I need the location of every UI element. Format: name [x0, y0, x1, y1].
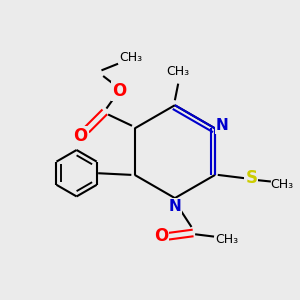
Text: N: N [216, 118, 229, 133]
Text: CH₃: CH₃ [271, 178, 294, 191]
Text: O: O [74, 127, 88, 145]
Text: CH₃: CH₃ [216, 233, 239, 246]
Text: CH₃: CH₃ [119, 51, 142, 64]
Text: O: O [112, 82, 127, 100]
Text: S: S [245, 169, 257, 187]
Text: N: N [169, 199, 181, 214]
Text: O: O [154, 227, 168, 245]
Text: CH₃: CH₃ [167, 64, 190, 77]
